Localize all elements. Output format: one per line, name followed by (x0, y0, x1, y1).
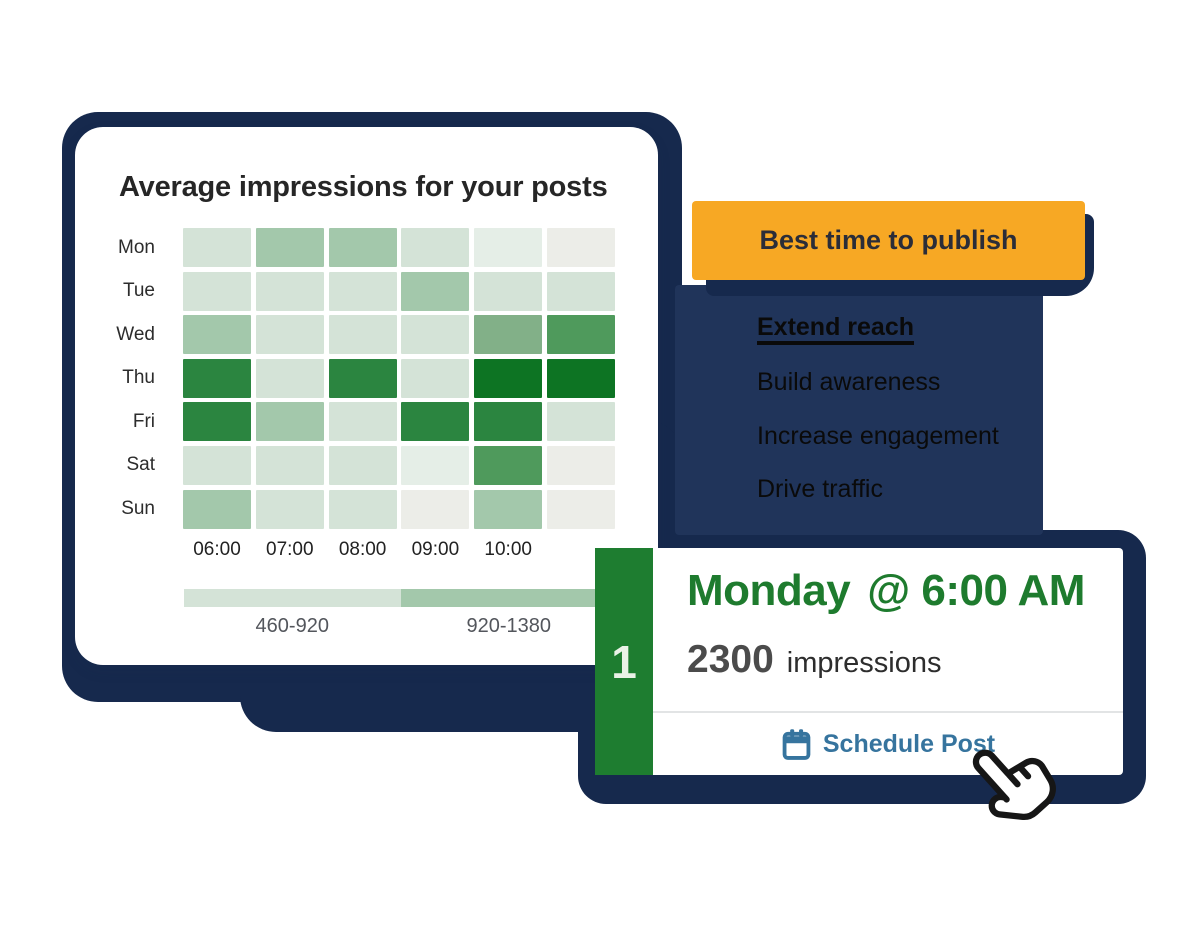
heatmap-cell-sat-2 (328, 445, 397, 485)
day-label-fri: Fri (132, 410, 155, 432)
heatmap-cell-fri-0 (183, 402, 251, 442)
best-slot-heading: Monday @ 6:00 AM (687, 566, 1085, 616)
heatmap-cell-sat-1 (255, 445, 324, 485)
heatmap-cell-wed-3 (401, 315, 470, 355)
heatmap-cell-wed-0 (183, 315, 251, 355)
divider (653, 711, 1123, 713)
legend-segment-1 (400, 589, 617, 607)
heatmap-cell-sun-2 (328, 489, 397, 529)
schedule-row: Schedule Post (653, 724, 1123, 765)
heatmap-cell-wed-2 (328, 315, 397, 355)
best-slot-body: Monday @ 6:00 AM 2300 impressions (653, 548, 1123, 775)
heatmap-title: Average impressions for your posts (119, 171, 608, 203)
heatmap-cell-mon-2 (328, 228, 397, 267)
heatmap-cell-sun-0 (183, 489, 251, 529)
schedule-post-button[interactable]: Schedule Post (779, 724, 997, 765)
day-labels: Mon Tue Wed Thu Fri Sat Sun (81, 228, 155, 529)
goal-item-increase-engagement[interactable]: Increase engagement (757, 422, 999, 450)
rank-badge: 1 (595, 548, 653, 775)
heatmap-cell-sat-3 (401, 445, 470, 485)
heatmap-cell-sat-5 (546, 445, 615, 485)
heatmap-cell-mon-1 (255, 228, 324, 267)
best-slot-card: 1 Monday @ 6:00 AM 2300 impressions (595, 548, 1123, 775)
heatmap-cell-thu-4 (474, 358, 543, 398)
legend-labels: 460-920 920-1380 (184, 615, 617, 638)
heatmap-cell-sun-3 (401, 489, 470, 529)
heatmap-cell-mon-4 (474, 228, 543, 267)
legend-label-1: 920-1380 (466, 615, 552, 637)
impressions-metric: 2300 impressions (687, 638, 941, 682)
time-label-09:00: 09:00 (411, 539, 460, 560)
day-label-mon: Mon (118, 236, 155, 258)
heatmap-cell-fri-1 (255, 402, 324, 442)
heatmap-cell-tue-4 (474, 271, 543, 311)
schedule-post-label: Schedule Post (822, 730, 996, 758)
day-label-sat: Sat (126, 454, 155, 476)
heatmap-cell-thu-5 (546, 358, 615, 398)
heatmap-cell-sat-4 (474, 445, 543, 485)
legend-bar (184, 589, 617, 607)
heatmap-cell-mon-5 (546, 228, 615, 267)
heatmap-cell-sat-0 (183, 445, 251, 485)
goal-item-build-awareness[interactable]: Build awareness (757, 368, 941, 396)
time-label-07:00: 07:00 (266, 539, 314, 560)
heatmap-cell-fri-5 (546, 402, 615, 442)
heatmap-cell-wed-1 (255, 315, 324, 355)
heatmap-cell-sun-4 (474, 489, 543, 529)
goal-item-drive-traffic[interactable]: Drive traffic (757, 475, 883, 503)
heatmap-cell-thu-0 (183, 358, 251, 398)
goal-item-extend-reach[interactable]: Extend reach (757, 313, 915, 341)
time-labels: 06:00 07:00 08:00 09:00 10:00 (183, 539, 615, 561)
heatmap-cell-thu-1 (255, 358, 324, 398)
heatmap-cell-fri-3 (401, 402, 470, 442)
legend-label-0: 460-920 (255, 615, 329, 637)
rank-number: 1 (611, 635, 637, 688)
heatmap-grid (183, 228, 615, 529)
heatmap-cell-sun-1 (255, 489, 324, 529)
heatmap-cell-sun-5 (546, 489, 615, 529)
legend-segment-0 (184, 589, 401, 607)
heatmap-cell-fri-2 (328, 402, 397, 442)
heatmap-cell-tue-3 (401, 271, 470, 311)
day-label-wed: Wed (116, 323, 155, 345)
time-label-06:00: 06:00 (193, 539, 241, 560)
goals-card: Extend reach Build awareness Increase en… (675, 285, 1043, 535)
time-label-08:00: 08:00 (338, 539, 387, 560)
heatmap-cell-wed-4 (474, 315, 543, 355)
day-label-thu: Thu (122, 367, 155, 389)
heatmap-cell-wed-5 (546, 315, 615, 355)
heatmap-cell-thu-2 (328, 358, 397, 398)
heatmap-cell-tue-0 (183, 271, 251, 311)
best-slot-day: Monday (687, 566, 851, 615)
heatmap-cell-tue-2 (328, 271, 397, 311)
heatmap-cell-mon-0 (183, 228, 251, 267)
impressions-value: 2300 (687, 638, 774, 681)
heatmap-cell-fri-4 (474, 402, 543, 442)
day-label-tue: Tue (122, 280, 155, 302)
heatmap-cell-tue-1 (255, 271, 324, 311)
impressions-unit: impressions (786, 647, 942, 679)
heatmap-cell-mon-3 (401, 228, 470, 267)
best-slot-time: @ 6:00 AM (867, 566, 1085, 615)
best-time-banner[interactable]: Best time to publish (692, 201, 1085, 280)
heatmap-cell-thu-3 (401, 358, 470, 398)
time-label-10:00: 10:00 (484, 539, 532, 560)
heatmap-card: Average impressions for your posts Mon Tu… (75, 127, 658, 665)
calendar-icon (781, 728, 812, 761)
day-label-sun: Sun (121, 498, 155, 520)
heatmap-cell-tue-5 (546, 271, 615, 311)
